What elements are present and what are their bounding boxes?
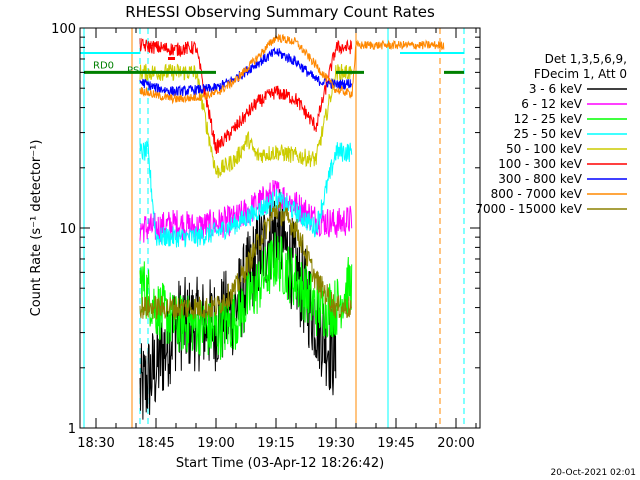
chart-title: RHESSI Observing Summary Count Rates — [125, 3, 435, 21]
legend-label: 12 - 25 keV — [514, 112, 583, 126]
x-tick-label: 18:30 — [77, 436, 114, 451]
series-line — [139, 33, 445, 105]
y-axis-label: Count Rate (s⁻¹ detector⁻¹) — [29, 140, 44, 317]
legend-header-line-1: Det 1,3,5,6,9, — [545, 52, 627, 66]
legend-label: 800 - 7000 keV — [491, 187, 583, 201]
rd0-label: RD0 — [93, 60, 114, 71]
y-tick-label: 1 — [68, 422, 76, 437]
flag-label-f: F — [148, 44, 154, 55]
x-tick-label: 19:00 — [197, 436, 234, 451]
series-line — [139, 232, 353, 360]
legend: Det 1,3,5,6,9, FDecim 1, Att 0 3 - 6 keV… — [475, 52, 627, 216]
legend-label: 100 - 300 keV — [498, 157, 582, 171]
x-tick-label: 18:45 — [137, 436, 174, 451]
series-line — [139, 201, 353, 321]
legend-label: 7000 - 15000 keV — [475, 202, 582, 216]
legend-label: 50 - 100 keV — [506, 142, 583, 156]
y-tick-label: 10 — [59, 222, 76, 237]
flag-mark — [168, 57, 175, 60]
plot-area: RD0 PS F 18:30 18:45 19:00 19:15 19:30 19:45 20:… — [51, 22, 481, 451]
x-tick-label: 19:15 — [257, 436, 294, 451]
legend-label: 3 - 6 keV — [529, 82, 583, 96]
legend-label: 6 - 12 keV — [521, 97, 583, 111]
series-line — [139, 37, 353, 154]
ps-label: PS — [127, 65, 139, 76]
footer-timestamp: 20-Oct-2021 02:01 — [551, 468, 636, 478]
markers-group: RD0 PS F — [80, 44, 464, 76]
series-line — [139, 140, 353, 248]
x-axis-label: Start Time (03-Apr-12 18:26:42) — [176, 456, 384, 471]
y-axis-ticks: 1 10 100 — [51, 22, 480, 437]
legend-label: 300 - 800 keV — [498, 172, 582, 186]
y-tick-label: 100 — [51, 22, 76, 37]
x-tick-label: 19:30 — [317, 436, 354, 451]
x-tick-label: 19:45 — [377, 436, 414, 451]
legend-label: 25 - 50 keV — [514, 127, 583, 141]
x-axis-ticks: 18:30 18:45 19:00 19:15 19:30 19:45 20:00 — [77, 28, 477, 451]
legend-header-line-2: FDecim 1, Att 0 — [534, 67, 627, 81]
x-tick-label: 20:00 — [437, 436, 474, 451]
